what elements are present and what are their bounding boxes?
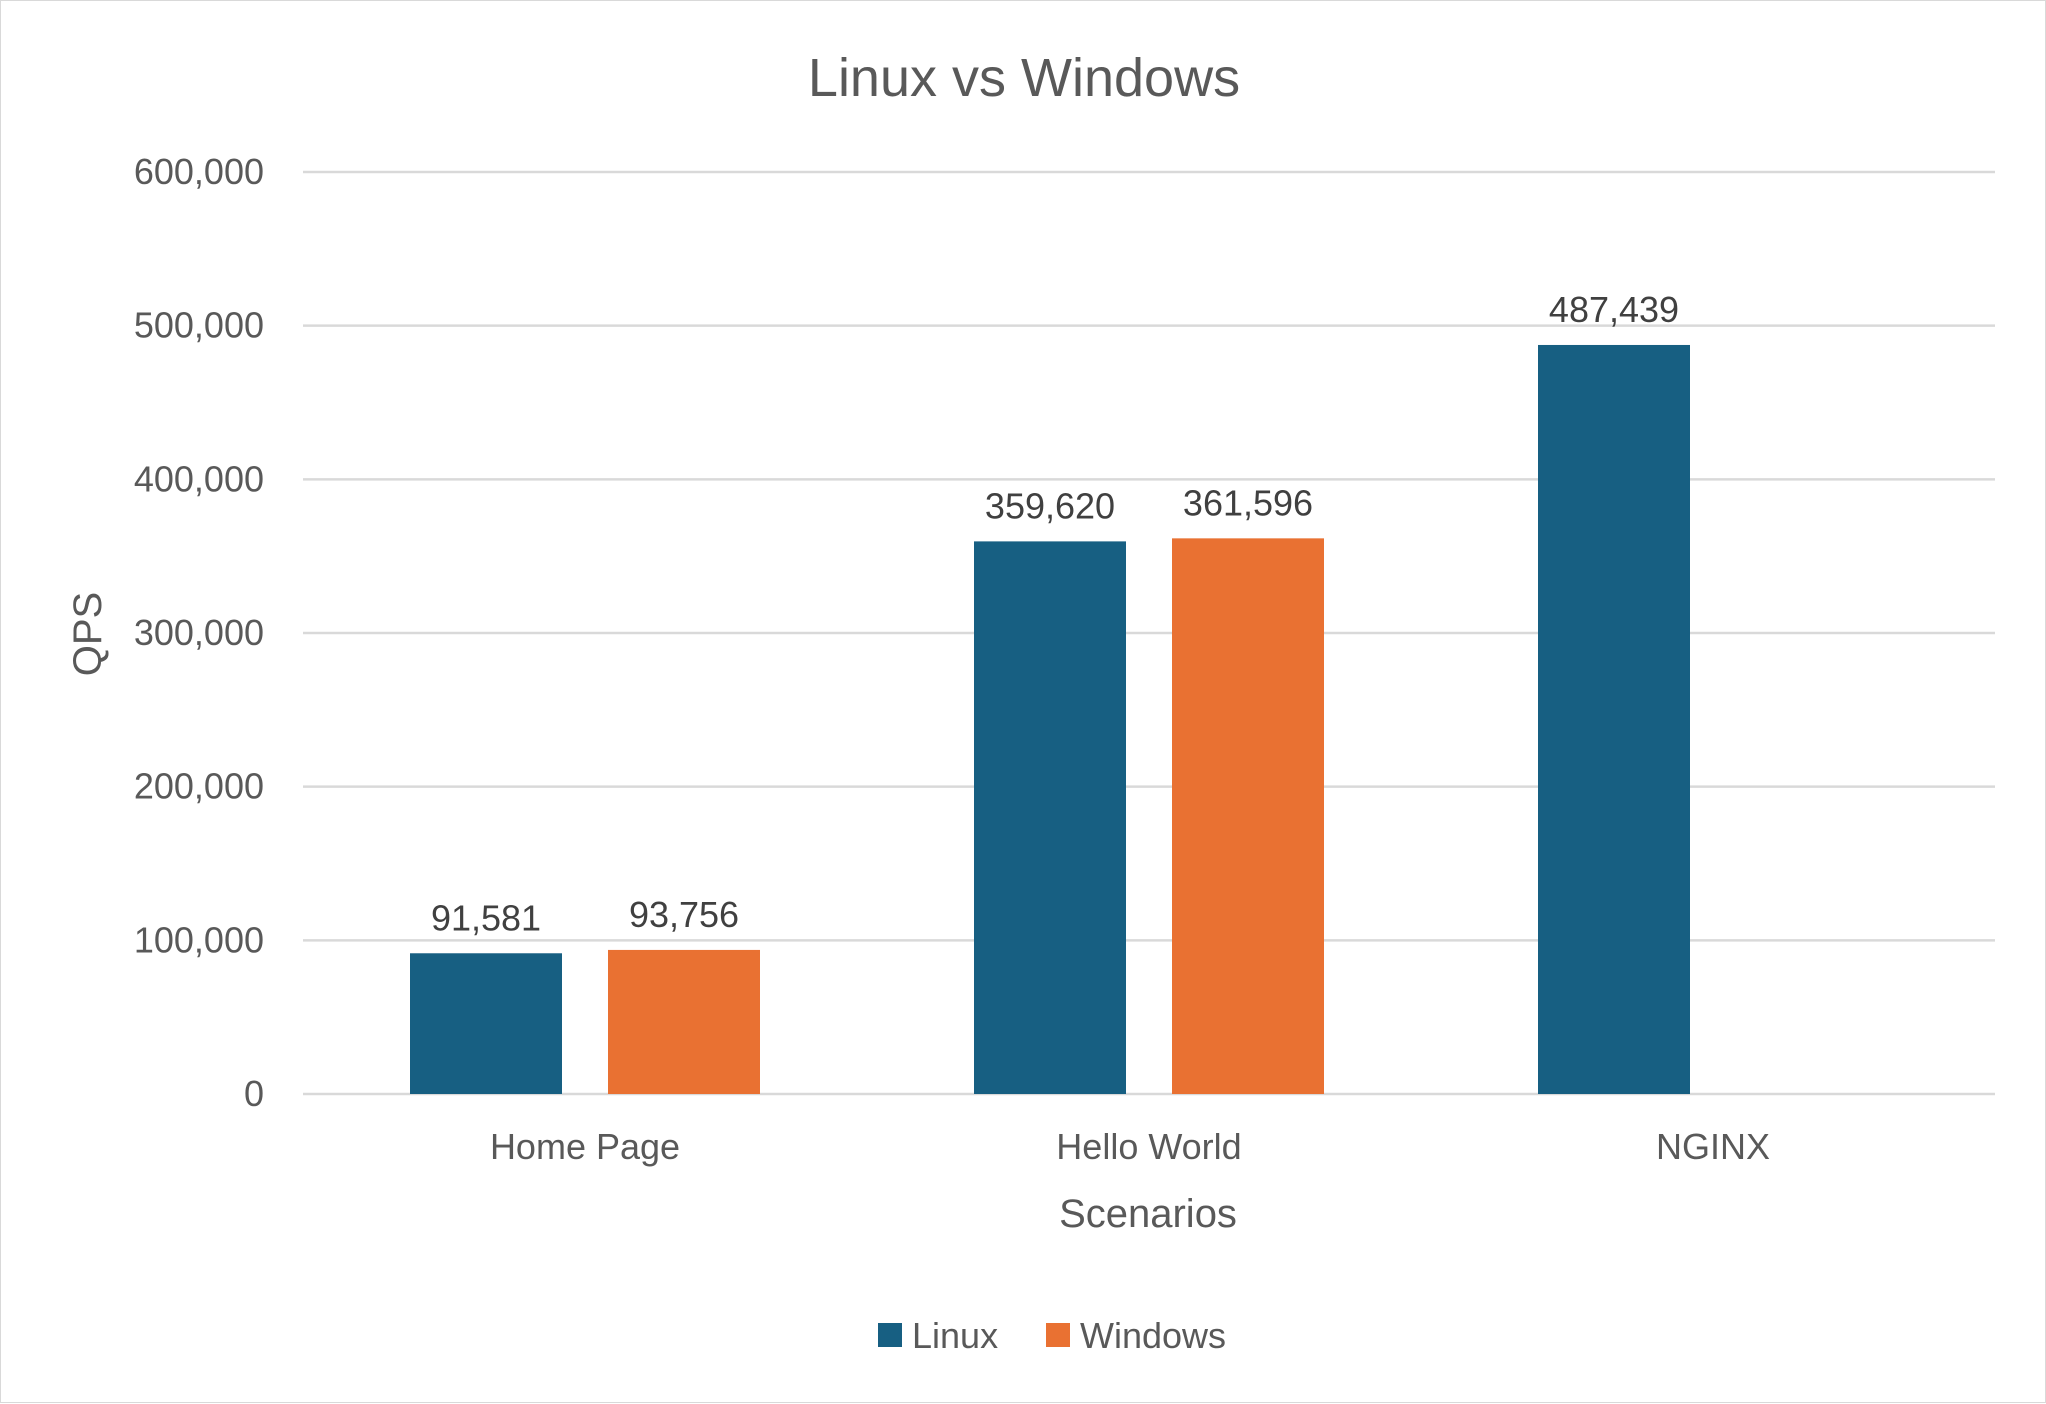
y-tick-label: 0 — [244, 1073, 264, 1114]
bar-windows-hello-world — [1172, 538, 1324, 1094]
bar-linux-nginx — [1538, 344, 1690, 1094]
y-tick-label: 200,000 — [134, 766, 264, 807]
data-label: 91,581 — [431, 897, 541, 938]
bar-linux-home-page — [410, 953, 562, 1094]
x-axis-ticks: Home Page Hello World NGINX — [490, 1126, 1770, 1167]
x-axis-title: Scenarios — [1059, 1192, 1237, 1236]
data-label: 487,439 — [1549, 289, 1679, 330]
x-tick-label: Home Page — [490, 1126, 680, 1167]
legend-label-windows: Windows — [1080, 1315, 1226, 1356]
data-labels: 91,581 93,756 359,620 361,596 487,439 — [431, 289, 1679, 938]
data-label: 93,756 — [629, 894, 739, 935]
data-label: 359,620 — [985, 485, 1115, 526]
legend: Linux Windows — [878, 1315, 1226, 1356]
y-tick-label: 500,000 — [134, 305, 264, 346]
data-label: 361,596 — [1183, 482, 1313, 523]
legend-label-linux: Linux — [912, 1315, 998, 1356]
y-tick-label: 400,000 — [134, 458, 264, 499]
bar-linux-hello-world — [974, 541, 1126, 1094]
y-tick-label: 600,000 — [134, 151, 264, 192]
x-tick-label: NGINX — [1656, 1126, 1770, 1167]
gridlines — [303, 170, 1995, 1096]
y-tick-label: 300,000 — [134, 612, 264, 653]
y-axis-ticks: 0 100,000 200,000 300,000 400,000 500,000 600,… — [134, 151, 264, 1114]
chart-title: Linux vs Windows — [808, 48, 1240, 108]
y-tick-label: 100,000 — [134, 919, 264, 960]
bar-windows-home-page — [608, 949, 760, 1094]
x-tick-label: Hello World — [1056, 1126, 1241, 1167]
legend-swatch-linux — [878, 1323, 902, 1347]
legend-swatch-windows — [1046, 1323, 1070, 1347]
y-axis-title: QPS — [66, 592, 110, 676]
bars — [410, 344, 1690, 1094]
